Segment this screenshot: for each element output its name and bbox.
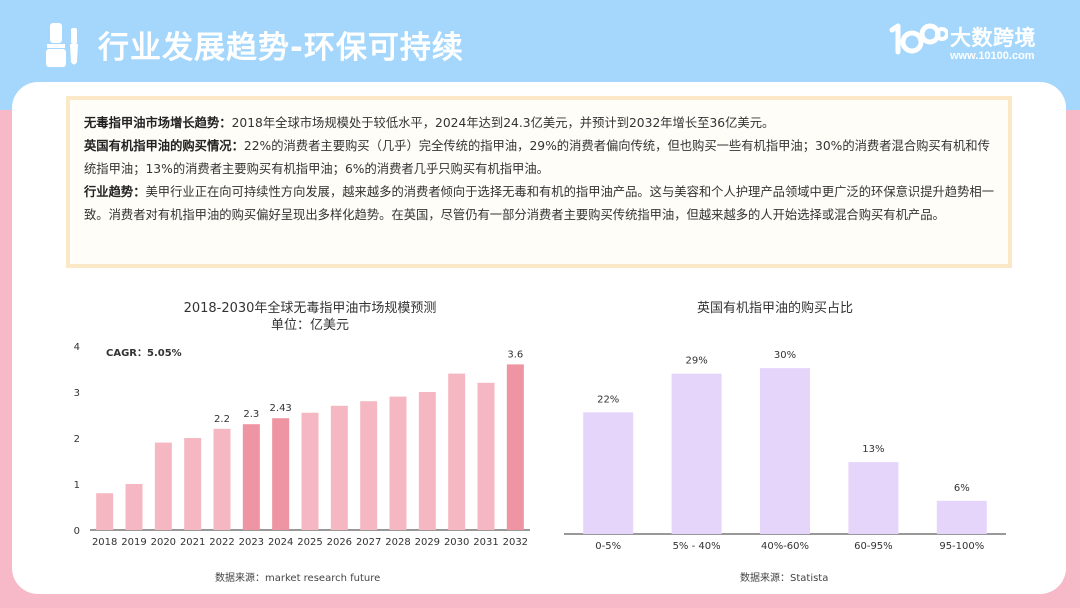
x-tick-label: 60-95% — [854, 541, 893, 552]
x-tick-label: 2027 — [356, 537, 381, 548]
y-tick-label: 1 — [74, 480, 80, 491]
x-tick-label: 0-5% — [595, 541, 621, 552]
chart1-source: 数据来源：market research future — [215, 573, 381, 584]
y-tick-label: 0 — [74, 526, 80, 537]
bar-2026 — [330, 405, 348, 530]
bar-95-100% — [936, 500, 987, 534]
bar-60-95% — [848, 462, 899, 534]
bar-2022 — [213, 428, 231, 530]
x-tick-label: 2032 — [503, 537, 528, 548]
data-label: 22% — [597, 394, 619, 405]
bar-2031 — [477, 382, 495, 530]
y-tick-label: 4 — [74, 342, 80, 353]
summary-text: 美甲行业正在向可持续性方向发展，越来越多的消费者倾向于选择无毒和有机的指甲油产品… — [84, 185, 994, 222]
logo-url: www.10100.com — [950, 50, 1035, 62]
bar-2032 — [506, 364, 524, 530]
cagr-annotation: CAGR：5.05% — [106, 348, 182, 359]
bar-2021 — [184, 438, 202, 530]
page-title: 行业发展趋势-环保可持续 — [98, 30, 464, 66]
chart1-subtitle: 单位：亿美元 — [270, 318, 349, 333]
x-tick-label: 5% - 40% — [673, 541, 721, 552]
data-label: 3.6 — [507, 349, 523, 360]
logo-text: 大数跨境 — [950, 26, 1036, 50]
data-label: 2.2 — [214, 414, 230, 425]
bar-0-5% — [583, 412, 634, 534]
x-tick-label: 2030 — [444, 537, 469, 548]
x-tick-label: 2028 — [385, 537, 410, 548]
summary-box: 无毒指甲油市场增长趋势：2018年全球市场规模处于较低水平，2024年达到24.… — [66, 96, 1012, 268]
summary-paragraph-uk: 英国有机指甲油的购买情况：22%的消费者主要购买（几乎）完全传统的指甲油，29%… — [84, 135, 994, 181]
nail-polish-icon — [46, 23, 78, 67]
bar-2023 — [242, 424, 260, 530]
x-tick-label: 2029 — [415, 537, 440, 548]
data-label: 2.3 — [243, 409, 259, 420]
y-tick-label: 3 — [74, 388, 80, 399]
brand-logo: 大数跨境 www.10100.com — [888, 20, 1048, 66]
bar-2030 — [448, 373, 466, 530]
x-tick-label: 2025 — [297, 537, 322, 548]
bar-2019 — [125, 484, 143, 530]
x-tick-label: 2024 — [268, 537, 293, 548]
data-label: 2.43 — [270, 403, 292, 414]
summary-paragraph-trend: 行业趋势：美甲行业正在向可持续性方向发展，越来越多的消费者倾向于选择无毒和有机的… — [84, 181, 994, 227]
bar-2025 — [301, 412, 319, 530]
chart1-title-block: 2018-2030年全球无毒指甲油市场规模预测 单位：亿美元 — [110, 300, 510, 334]
x-tick-label: 2026 — [327, 537, 352, 548]
data-label: 6% — [954, 483, 970, 494]
summary-label: 行业趋势： — [84, 185, 146, 199]
x-tick-label: 2031 — [473, 537, 498, 548]
bar-2024 — [272, 418, 290, 530]
market-size-bar-chart: 0 1 2 3 4 2018 2019 2020 2021 2022 2.2 2023 2.3 2024 2… — [74, 342, 530, 548]
x-tick-label: 2018 — [92, 537, 117, 548]
summary-text: 2018年全球市场规模处于较低水平，2024年达到24.3亿美元，并预计到203… — [231, 116, 775, 130]
summary-text: 22%的消费者主要购买（几乎）完全传统的指甲油，29%的消费者偏向传统，但也购买… — [84, 139, 990, 176]
y-tick-label: 2 — [74, 434, 80, 445]
chart2-title: 英国有机指甲油的购买占比 — [696, 301, 853, 316]
summary-label: 英国有机指甲油的购买情况： — [84, 139, 244, 153]
chart1-title: 2018-2030年全球无毒指甲油市场规模预测 — [183, 301, 437, 316]
x-tick-label: 2022 — [209, 537, 234, 548]
x-tick-label: 2023 — [239, 537, 264, 548]
chart2-source: 数据来源：Statista — [740, 573, 829, 584]
bar-40%-60% — [760, 368, 810, 534]
bar-2028 — [389, 396, 407, 530]
data-label: 30% — [774, 350, 796, 361]
bar-2018 — [96, 493, 114, 530]
summary-label: 无毒指甲油市场增长趋势： — [84, 116, 232, 130]
bar-2020 — [154, 442, 172, 530]
data-label: 29% — [685, 356, 707, 367]
bar-5% - 40% — [671, 373, 722, 534]
summary-paragraph-market: 无毒指甲油市场增长趋势：2018年全球市场规模处于较低水平，2024年达到24.… — [84, 112, 994, 135]
x-tick-label: 95-100% — [939, 541, 984, 552]
bar-2029 — [418, 392, 436, 530]
x-tick-label: 2019 — [121, 537, 146, 548]
x-tick-label: 40%-60% — [761, 541, 809, 552]
10100-logo-icon — [889, 23, 948, 55]
x-tick-label: 2020 — [151, 537, 176, 548]
x-tick-label: 2021 — [180, 537, 205, 548]
uk-organic-share-bar-chart: 0-5% 22% 5% - 40% 29% 40%-60% 30% 60-95% 13% 95-… — [564, 350, 1006, 552]
bar-2027 — [360, 401, 378, 530]
data-label: 13% — [862, 444, 884, 455]
